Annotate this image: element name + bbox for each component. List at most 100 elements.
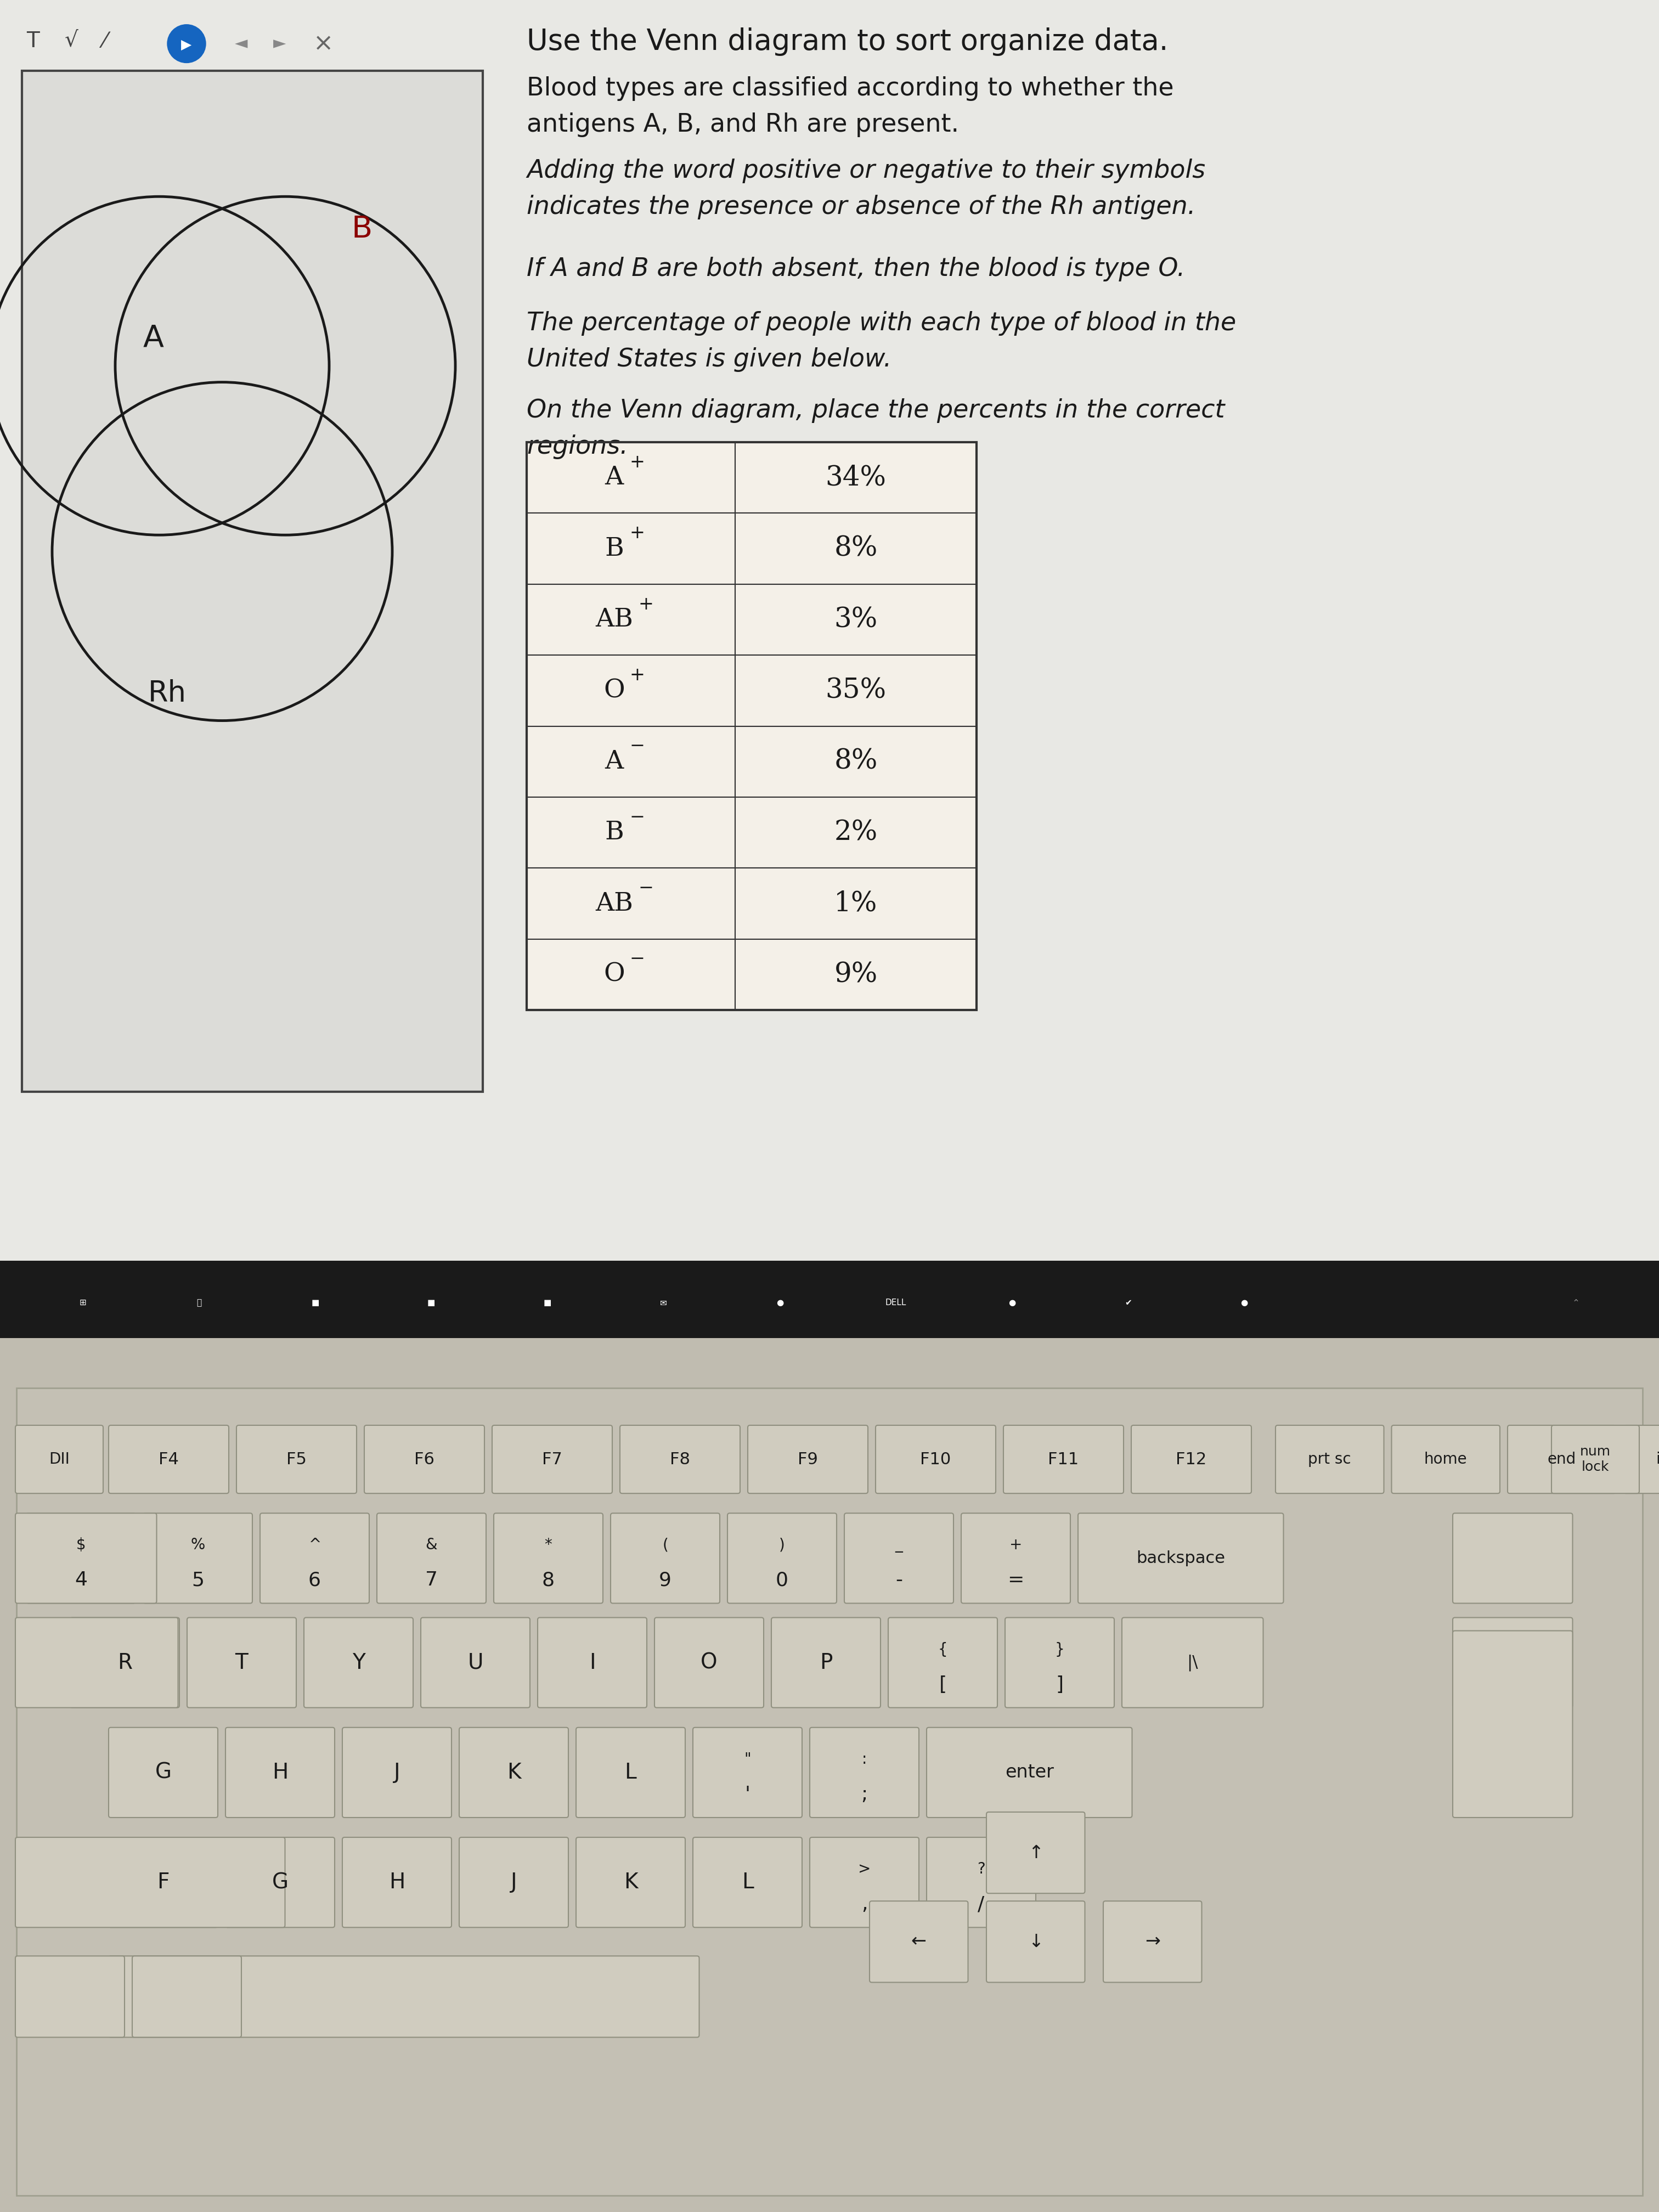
Text: 8%: 8% (834, 748, 878, 774)
Text: ⌃: ⌃ (1573, 1298, 1579, 1307)
FancyBboxPatch shape (576, 1838, 685, 1927)
Bar (735, 726, 977, 796)
FancyBboxPatch shape (15, 1838, 285, 1927)
Text: 6: 6 (309, 1571, 320, 1590)
FancyBboxPatch shape (888, 1617, 997, 1708)
FancyBboxPatch shape (1551, 1425, 1639, 1493)
FancyBboxPatch shape (1453, 1617, 1573, 1708)
FancyBboxPatch shape (187, 1617, 297, 1708)
FancyBboxPatch shape (70, 1617, 179, 1708)
Text: ;: ; (861, 1785, 868, 1803)
Text: AB: AB (596, 891, 634, 916)
Text: 1%: 1% (834, 889, 878, 918)
FancyBboxPatch shape (108, 1728, 217, 1818)
Text: T: T (27, 31, 40, 51)
Text: −: − (629, 737, 645, 754)
Text: enter: enter (1005, 1763, 1053, 1781)
Text: ✔: ✔ (1125, 1298, 1131, 1307)
Text: 3%: 3% (834, 606, 878, 633)
Text: 8%: 8% (834, 535, 878, 562)
Text: ': ' (745, 1785, 750, 1803)
Text: DELL: DELL (886, 1298, 906, 1307)
Text: -: - (896, 1571, 902, 1590)
Text: 4: 4 (75, 1571, 88, 1590)
Text: 35%: 35% (825, 677, 886, 703)
Text: P: P (820, 1652, 833, 1672)
FancyBboxPatch shape (237, 1425, 357, 1493)
Text: ◄: ◄ (236, 35, 247, 51)
Text: home: home (1423, 1451, 1467, 1467)
Text: +: + (1009, 1537, 1022, 1553)
Text: K: K (624, 1871, 637, 1893)
Bar (735, 655, 977, 726)
FancyBboxPatch shape (927, 1728, 1131, 1818)
Text: ⁄: ⁄ (103, 31, 106, 51)
FancyBboxPatch shape (460, 1728, 569, 1818)
Text: A: A (606, 465, 624, 491)
Text: ⊞: ⊞ (80, 1298, 86, 1307)
Text: 7: 7 (425, 1571, 438, 1590)
Text: prt sc: prt sc (1309, 1451, 1352, 1467)
Text: →: → (1145, 1933, 1160, 1951)
FancyBboxPatch shape (15, 1425, 103, 1493)
Text: G: G (272, 1871, 289, 1893)
Text: T: T (236, 1652, 249, 1672)
Text: F4: F4 (159, 1451, 179, 1467)
Text: A: A (606, 750, 624, 774)
FancyBboxPatch shape (15, 1513, 156, 1604)
Text: F12: F12 (1176, 1451, 1206, 1467)
Text: ?: ? (977, 1863, 985, 1876)
Text: ▶: ▶ (181, 38, 192, 51)
FancyBboxPatch shape (1005, 1617, 1115, 1708)
FancyBboxPatch shape (748, 1425, 868, 1493)
Text: /: / (977, 1896, 984, 1913)
Text: O: O (604, 679, 625, 703)
FancyBboxPatch shape (108, 1955, 698, 2037)
FancyBboxPatch shape (377, 1513, 486, 1604)
FancyBboxPatch shape (655, 1617, 763, 1708)
FancyBboxPatch shape (693, 1728, 801, 1818)
FancyBboxPatch shape (771, 1617, 881, 1708)
Text: ^: ^ (309, 1537, 320, 1553)
FancyBboxPatch shape (108, 1425, 229, 1493)
Text: ,: , (861, 1896, 868, 1913)
FancyBboxPatch shape (1392, 1425, 1500, 1493)
FancyBboxPatch shape (133, 1955, 242, 2037)
Text: 8: 8 (542, 1571, 554, 1590)
Text: G: G (154, 1763, 171, 1783)
Text: _: _ (896, 1537, 902, 1553)
Text: ●: ● (1241, 1298, 1248, 1307)
Text: If A and B are both absent, then the blood is type O.: If A and B are both absent, then the blo… (526, 257, 1185, 281)
Text: ✉: ✉ (660, 1298, 667, 1307)
Text: ⌕: ⌕ (196, 1298, 202, 1307)
Text: ]: ] (1055, 1674, 1063, 1694)
Text: +: + (629, 453, 645, 471)
FancyBboxPatch shape (810, 1728, 919, 1818)
Text: num
lock: num lock (1579, 1444, 1611, 1473)
Text: }: } (1055, 1641, 1065, 1657)
FancyBboxPatch shape (226, 1838, 335, 1927)
FancyBboxPatch shape (1453, 1513, 1573, 1604)
FancyBboxPatch shape (810, 1838, 919, 1927)
FancyBboxPatch shape (494, 1513, 602, 1604)
Text: ►: ► (274, 35, 287, 51)
Text: Use the Venn diagram to sort organize data.: Use the Venn diagram to sort organize da… (526, 27, 1168, 55)
Bar (735, 796, 977, 867)
Text: A: A (143, 323, 164, 354)
Text: ): ) (780, 1537, 785, 1553)
Bar (735, 584, 977, 655)
Text: √: √ (65, 31, 78, 51)
FancyBboxPatch shape (226, 1728, 335, 1818)
Text: O: O (700, 1652, 717, 1672)
Text: ": " (743, 1752, 752, 1767)
Text: insert: insert (1656, 1451, 1659, 1467)
Text: B: B (352, 215, 373, 243)
FancyBboxPatch shape (493, 1425, 612, 1493)
Bar (526, 442, 977, 1011)
Text: On the Venn diagram, place the percents in the correct
regions.: On the Venn diagram, place the percents … (526, 398, 1224, 460)
FancyBboxPatch shape (1508, 1425, 1616, 1493)
FancyBboxPatch shape (727, 1513, 836, 1604)
Text: 34%: 34% (826, 465, 886, 491)
Text: B: B (604, 821, 624, 845)
Text: ×: × (314, 31, 333, 55)
